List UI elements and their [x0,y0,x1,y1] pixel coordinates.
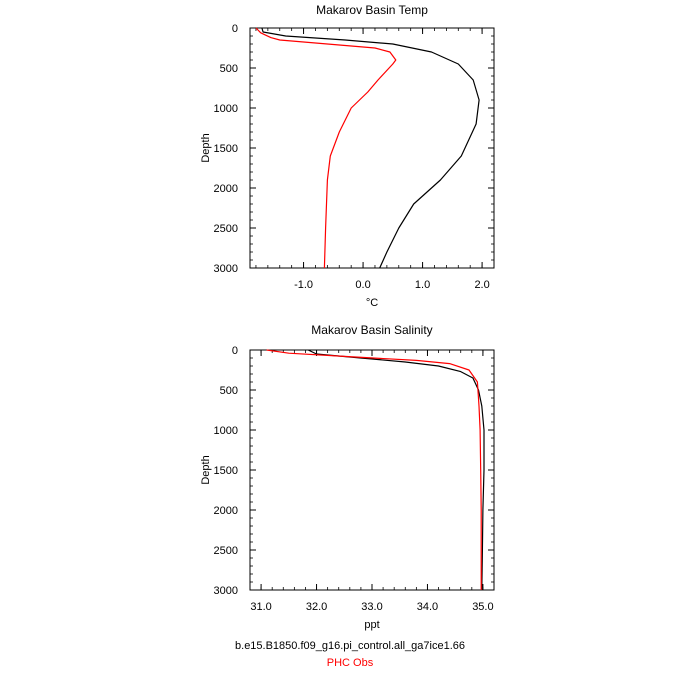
y-tick-label: 3000 [214,263,238,275]
y-tick-label: 2000 [214,183,238,195]
salinity-series [266,349,485,591]
temperature-y-axis-label: Depth [200,133,212,162]
salinity-y-axis-label: Depth [200,455,212,484]
salinity-x-axis-label: ppt [364,619,379,631]
y-tick-label: 2000 [214,505,238,517]
salinity-axis-ticks: 31.0 32.0 33.0 34.0 35.0 0 500 1000 1500 2000 2500… [214,345,495,613]
model-line [261,27,480,269]
obs-line [255,27,397,269]
x-tick-label: 1.0 [415,279,430,291]
temperature-chart-title: Makarov Basin Temp [316,3,428,17]
x-tick-label: 2.0 [474,279,489,291]
temperature-axis-ticks: -1.0 0.0 1.0 2.0 0 500 1000 1500 2000 2500 3000 [214,23,495,291]
y-tick-label: 2500 [214,223,238,235]
temperature-panel: Makarov Basin Temp -1.0 0.0 1.0 2.0 0 500 1000… [200,3,495,309]
salinity-panel: Makarov Basin Salinity 31.0 32.0 33.0 34.0 3… [200,323,495,631]
y-tick-label: 3000 [214,585,238,597]
y-tick-label: 2500 [214,545,238,557]
x-tick-label: 34.0 [417,601,438,613]
x-tick-label: 33.0 [361,601,382,613]
salinity-chart-title: Makarov Basin Salinity [311,323,432,337]
obs-line [266,349,482,590]
x-tick-label: 31.0 [250,601,271,613]
x-tick-label: 35.0 [472,601,493,613]
x-tick-label: 0.0 [355,279,370,291]
temperature-series [255,27,480,269]
x-tick-label: 32.0 [306,601,327,613]
y-tick-label: 500 [220,385,238,397]
y-tick-label: 1000 [214,425,238,437]
y-tick-label: 1500 [214,465,238,477]
observation-label: PHC Obs [326,657,374,669]
model-line [307,349,485,591]
y-tick-label: 1500 [214,143,238,155]
model-run-label: b.e15.B1850.f09_g16.pi_control.all_ga7ic… [235,640,465,652]
y-tick-label: 1000 [214,103,238,115]
y-tick-label: 0 [232,23,238,35]
salinity-plot-frame [249,349,495,591]
x-tick-label: -1.0 [294,279,313,291]
y-tick-label: 0 [232,345,238,357]
y-tick-label: 500 [220,63,238,75]
temperature-x-axis-label: °C [366,297,378,309]
